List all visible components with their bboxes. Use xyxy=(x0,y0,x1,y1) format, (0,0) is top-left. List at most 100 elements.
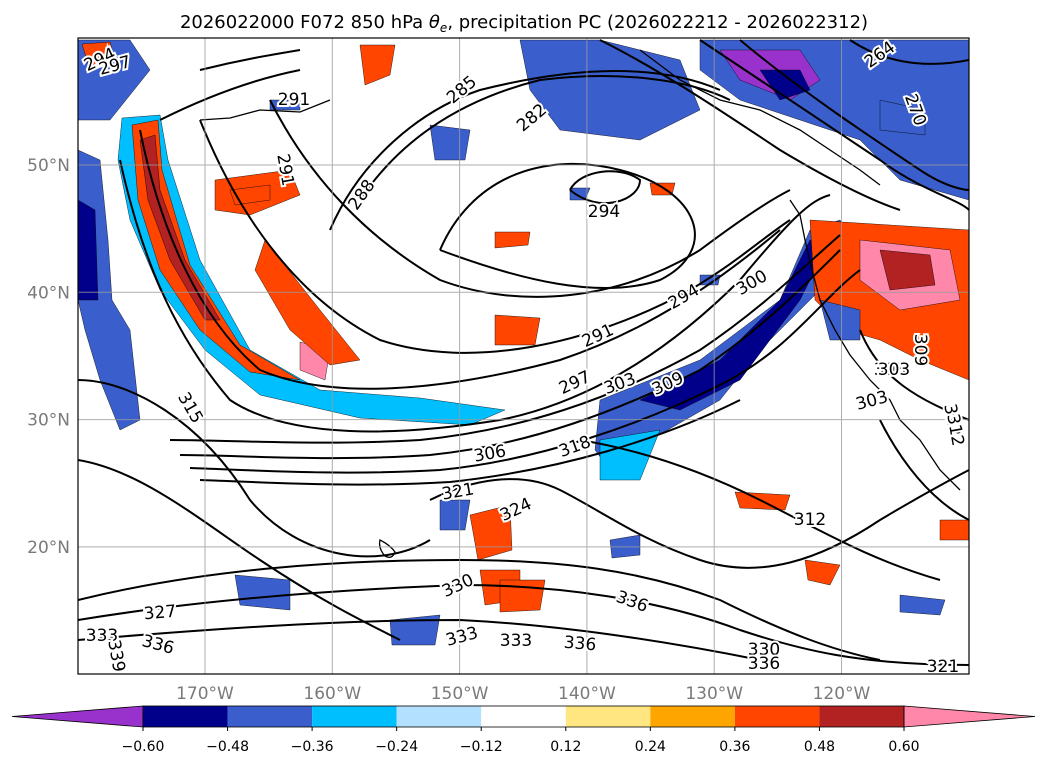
coastline-2 xyxy=(199,99,331,121)
colorbar-extend-high xyxy=(903,705,1036,728)
colorbar-tick-label: 0.36 xyxy=(719,739,750,755)
contour-label: 294 xyxy=(588,202,620,222)
contour-label: 312 xyxy=(939,402,964,437)
theta-contour-16 xyxy=(579,439,941,581)
contour-label: 333 xyxy=(500,631,532,651)
theta-contour-13 xyxy=(78,583,969,666)
theta-contour-6 xyxy=(199,119,791,354)
theta-contour-2 xyxy=(189,269,861,474)
contour-label: 321 xyxy=(927,657,959,677)
colorbar-segment xyxy=(227,706,313,727)
colorbar-segment xyxy=(481,706,566,727)
lon-tick-label: 150°W xyxy=(431,684,489,704)
colorbar xyxy=(11,705,1036,728)
precip-fill-11 xyxy=(81,41,116,71)
colorbar-ticks: −0.60 −0.48 −0.36 −0.24 −0.12 0.12 0.24 0.36 0.4… xyxy=(122,727,920,755)
theta-e-contours xyxy=(78,39,969,666)
coastlines xyxy=(199,49,961,558)
precip-fill-23 xyxy=(819,299,861,341)
precip-fill-41 xyxy=(269,99,301,111)
precip-fill-36 xyxy=(494,314,541,346)
contour-label: 327 xyxy=(143,602,177,625)
colorbar-tick-label: −0.48 xyxy=(206,739,249,755)
lon-tick-label: 140°W xyxy=(558,684,616,704)
theta-contour-15 xyxy=(429,469,969,569)
theta-contour-22 xyxy=(739,39,969,191)
theta-contour-0 xyxy=(169,234,841,444)
precip-fill-2 xyxy=(139,134,221,321)
colorbar-tick-label: −0.24 xyxy=(375,739,418,755)
precip-fill-32 xyxy=(234,574,291,611)
theta-contour-23 xyxy=(599,39,901,211)
lon-tick-label: 160°W xyxy=(303,684,361,704)
precip-fill-19 xyxy=(429,124,471,161)
precip-fill-7 xyxy=(359,44,396,86)
lon-tick-label: 120°W xyxy=(813,684,871,704)
colorbar-tick-label: 0.24 xyxy=(635,739,666,755)
map-frame xyxy=(77,37,970,675)
theta-contour-1 xyxy=(179,249,841,460)
precip-fill-24 xyxy=(804,559,841,586)
lat-tick-label: 20°N xyxy=(27,538,70,558)
theta-contour-5 xyxy=(139,129,781,390)
theta-contour-18 xyxy=(78,459,401,641)
precip-fill-28 xyxy=(499,579,546,613)
theta-contour-10 xyxy=(439,162,696,289)
theta-contour-20 xyxy=(859,329,969,421)
longitude-ticks: 170°W 160°W 150°W 140°W 130°W 120°W xyxy=(176,684,870,704)
contour-label: 333 xyxy=(86,626,118,646)
colorbar-segment xyxy=(312,706,397,727)
contour-label: 321 xyxy=(440,479,475,504)
lon-tick-label: 130°W xyxy=(685,684,743,704)
theta-contour-26 xyxy=(199,49,301,71)
theta-contour-3 xyxy=(199,399,741,486)
theta-contour-9 xyxy=(359,75,731,201)
colorbar-extend-low xyxy=(11,705,144,728)
contour-label: 312 xyxy=(794,510,826,530)
colorbar-tick-label: −0.36 xyxy=(291,739,334,755)
theta-contour-17 xyxy=(78,379,431,558)
colorbar-segment xyxy=(734,706,820,727)
latitude-ticks: 50°N 40°N 30°N 20°N xyxy=(27,156,70,558)
theta-contour-25 xyxy=(159,69,301,121)
colorbar-segment xyxy=(396,706,482,727)
lon-tick-label: 170°W xyxy=(176,684,234,704)
colorbar-tick-label: 0.12 xyxy=(550,739,581,755)
lat-tick-label: 30°N xyxy=(27,411,70,431)
colorbar-segment xyxy=(565,706,651,727)
theta-contour-8 xyxy=(329,70,721,231)
colorbar-tick-label: −0.12 xyxy=(460,739,503,755)
colorbar-frame xyxy=(142,705,905,728)
theta-contour-21 xyxy=(699,39,969,211)
contour-label: 303 xyxy=(874,360,906,380)
precip-fill-0 xyxy=(117,114,506,426)
precip-fill-35 xyxy=(494,231,531,249)
theta-contour-24 xyxy=(849,39,969,65)
precip-fill-22 xyxy=(879,249,936,291)
precip-fill-15 xyxy=(519,39,701,141)
precip-fill-34 xyxy=(899,594,946,616)
colorbar-segment xyxy=(650,706,735,727)
precip-fill-9 xyxy=(78,199,99,301)
precip-fill-26 xyxy=(469,504,513,561)
colorbar-segment xyxy=(819,706,904,727)
theta-contour-12 xyxy=(78,558,881,661)
colorbar-segment xyxy=(143,706,228,727)
precip-fill-4 xyxy=(254,239,361,366)
contour-label: 303 xyxy=(878,360,910,380)
precip-fill-29 xyxy=(939,519,969,541)
theta-contour-4 xyxy=(119,159,831,433)
contour-label: 309 xyxy=(910,334,930,366)
coastline-1 xyxy=(639,49,881,186)
lat-tick-label: 50°N xyxy=(27,156,70,176)
colorbar-tick-label: −0.60 xyxy=(122,739,165,755)
chart-title: 2026022000 F072 850 hPa θe, precipitatio… xyxy=(180,12,868,35)
theta-contour-7 xyxy=(269,99,791,298)
precipitation-fills xyxy=(78,39,969,646)
contour-label: 330 xyxy=(748,640,780,660)
coastline-0 xyxy=(789,199,961,491)
graticule xyxy=(78,38,969,674)
contour-label: 291 xyxy=(278,90,310,110)
